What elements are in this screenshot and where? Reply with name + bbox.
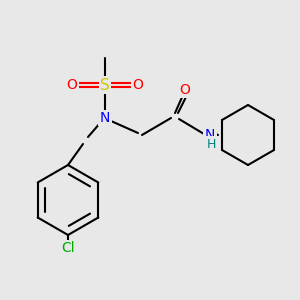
Text: N: N <box>205 128 215 142</box>
Text: H: H <box>206 137 216 151</box>
Text: O: O <box>180 83 190 97</box>
Text: S: S <box>100 77 110 92</box>
Text: O: O <box>133 78 143 92</box>
Text: O: O <box>67 78 77 92</box>
Text: Cl: Cl <box>61 241 75 255</box>
Text: N: N <box>100 111 110 125</box>
